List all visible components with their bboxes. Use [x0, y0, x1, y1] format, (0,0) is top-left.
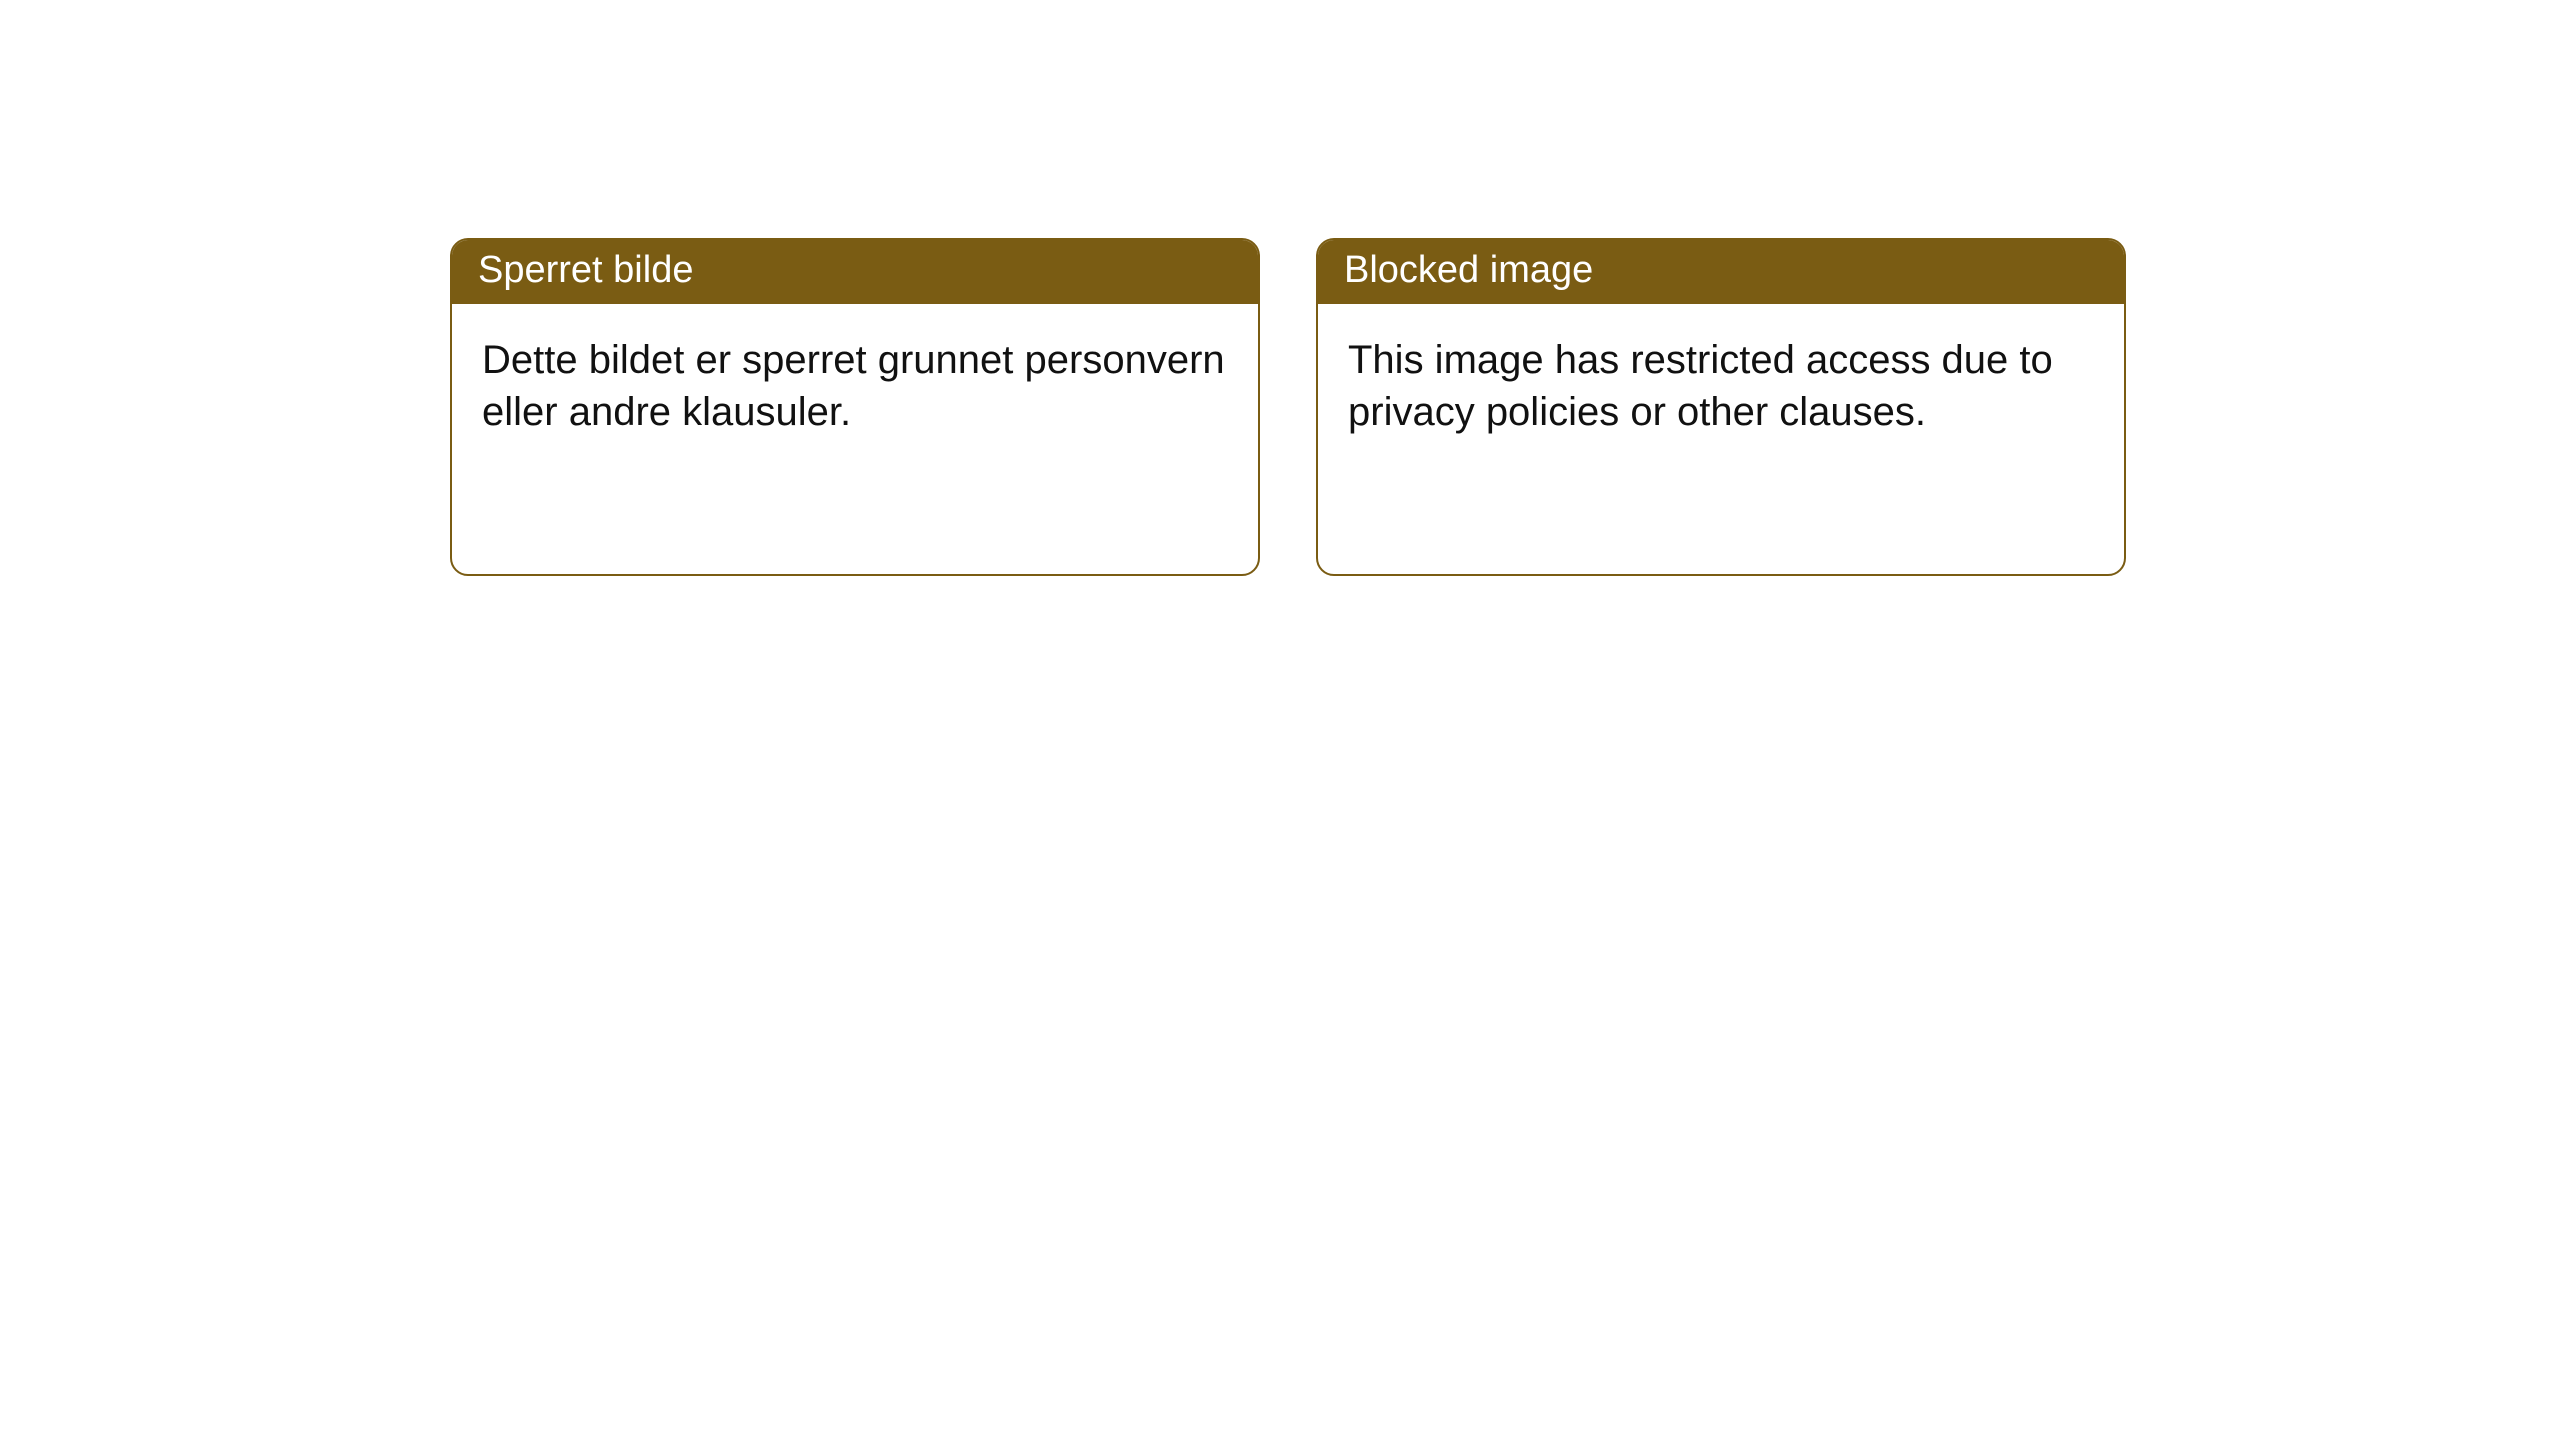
blocked-image-card-en: Blocked image This image has restricted …: [1316, 238, 2126, 576]
card-header-no: Sperret bilde: [452, 240, 1258, 304]
notice-container: Sperret bilde Dette bildet er sperret gr…: [0, 0, 2560, 576]
card-body-no: Dette bildet er sperret grunnet personve…: [452, 304, 1258, 574]
blocked-image-card-no: Sperret bilde Dette bildet er sperret gr…: [450, 238, 1260, 576]
card-body-en: This image has restricted access due to …: [1318, 304, 2124, 574]
card-header-en: Blocked image: [1318, 240, 2124, 304]
